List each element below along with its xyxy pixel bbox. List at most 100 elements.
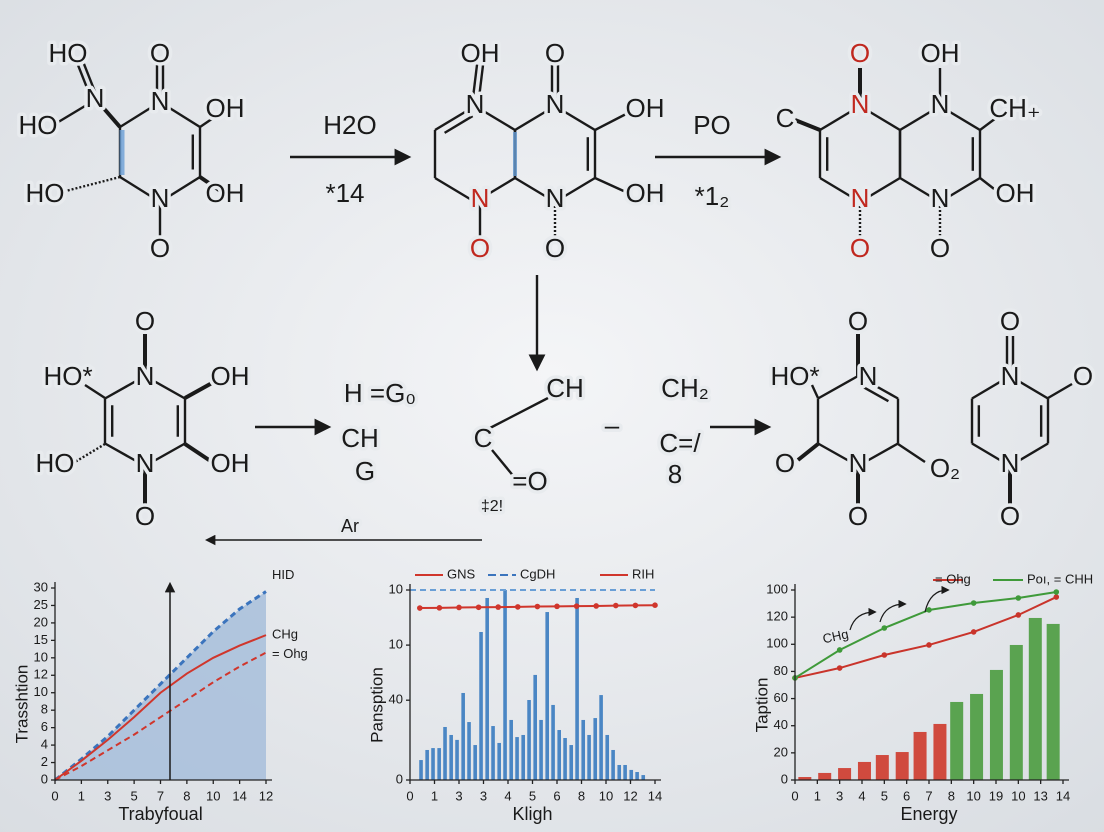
bar [933,723,947,780]
bond [594,111,629,132]
bond [159,175,201,204]
x-tick-label: 0 [406,788,413,803]
bar [818,772,832,780]
bond [554,104,596,132]
atom-label: O [545,233,565,263]
bar [1028,617,1042,780]
bond [794,118,821,132]
bar [1046,623,1060,780]
x-tick-label: 7 [157,788,164,803]
bar [455,739,459,780]
y-tick-label: 10 [34,684,48,699]
atom-label: N [1001,448,1020,478]
y-tick-label: 80 [774,663,788,678]
atom-label: CH₊ [989,93,1040,123]
point [632,602,639,609]
x-tick-label: 10 [206,788,220,803]
y-tick-label: 25 [34,597,48,612]
x-tick-label: 8 [948,788,955,803]
x-tick-label: 1 [814,788,821,803]
annotation-arrow [849,607,877,631]
point [436,605,443,611]
x-tick-label: 1 [78,788,85,803]
atom-label: HO [26,178,65,208]
bar [641,775,646,780]
bar [611,749,615,780]
atom-label: O [135,501,155,531]
annotation-arrow [879,599,907,623]
bar [798,777,812,780]
bar [569,745,574,780]
atom-label: OH [211,361,250,391]
atom-label: N [1001,361,1020,391]
line [54,651,267,781]
atom-label: *14 [325,178,364,208]
bar [623,764,627,780]
point [652,602,658,608]
bond [491,449,516,479]
atom-label: CH₂ [661,373,709,403]
bar [419,760,423,780]
atom-label: HO [49,38,88,68]
y-tick-label: 30 [34,579,48,594]
chart: 0 40 10 10 0 1 3 3 4 5 6 8 10 12 14 Kligh Pansption GNS Cg… [367,566,662,823]
chart: HID CHg = Ohg 0 2 4 6 8 10 12 10 15 20 25 30 0 1 3 5 7 8 10 14… [12,567,307,824]
bar [857,761,871,780]
x-tick-label: 4 [858,788,865,803]
atom-label: H2O [323,110,376,140]
point [836,665,843,671]
bond [54,98,96,126]
atom-label: CH [546,373,584,403]
legend-label: GNS [447,566,476,581]
point [970,629,977,635]
point [1053,589,1060,595]
bar [479,631,483,780]
legend-label: RIH [632,566,654,581]
legend-label: CgDH [520,566,555,581]
point [417,605,423,611]
bar [838,768,852,780]
bond [817,442,859,468]
bar [485,597,489,780]
bar [875,755,889,780]
y-tick-label: 100 [766,581,788,596]
bond [119,100,161,129]
y-axis-title: Pansption [367,667,386,743]
point [613,602,619,609]
bar [617,764,622,780]
bond [489,396,549,430]
point [1015,595,1022,601]
x-tick-label: 12 [259,788,273,803]
atom-label: OH [626,178,665,208]
bar [449,734,453,780]
bond [476,65,485,107]
atom-label: OH [461,38,500,68]
atom-label: OH [206,178,245,208]
x-tick-label: 13 [1033,788,1047,803]
bar [895,752,909,780]
point [475,604,482,611]
bond [1047,382,1073,400]
y-tick-label: 4 [41,737,48,752]
bond [554,176,596,204]
x-tick-label: 14 [648,788,662,803]
x-tick-label: 10 [1011,788,1025,803]
point [926,642,932,648]
x-tick-label: 0 [51,788,58,803]
bond [74,442,106,464]
bond [979,177,999,193]
y-tick-label: 10 [389,637,403,652]
point [1053,594,1060,600]
atom-label: O [930,233,950,263]
x-tick-label: 6 [903,788,910,803]
bar [913,731,927,780]
bond [859,104,901,132]
bond [434,176,476,204]
bond [939,176,981,204]
bar [521,734,525,780]
bond [198,175,224,194]
bar [515,737,519,780]
bond [84,383,106,400]
